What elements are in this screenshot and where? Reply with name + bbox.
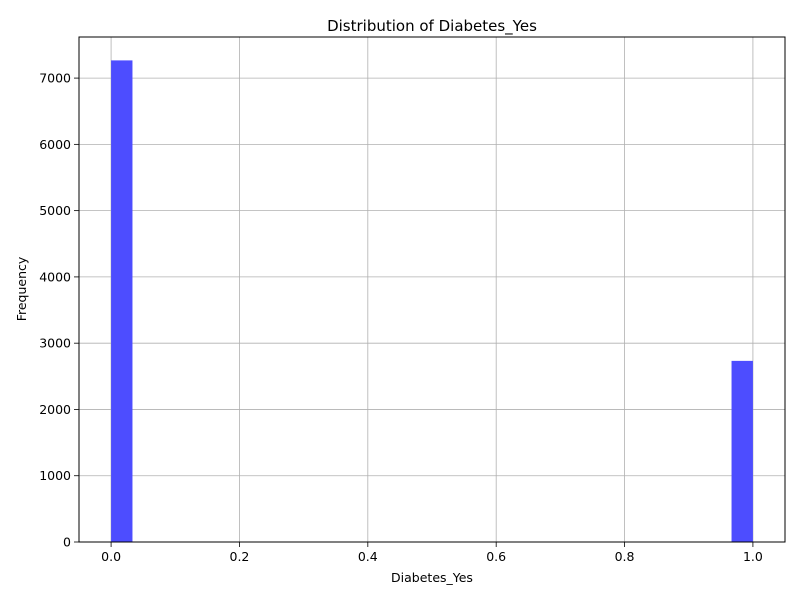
axes: [78, 36, 786, 543]
y-tick-label: 7000: [39, 71, 71, 86]
y-tick-label: 2000: [39, 402, 71, 417]
y-tick-label: 6000: [39, 137, 71, 152]
grid-lines: [79, 37, 785, 543]
x-tick-label: 0.0: [101, 549, 121, 564]
x-tick-label: 0.4: [358, 549, 378, 564]
histogram-bar: [731, 360, 753, 542]
y-tick-label: 4000: [39, 269, 71, 284]
chart-title: Distribution of Diabetes_Yes: [327, 17, 537, 36]
histogram-bar: [111, 60, 133, 543]
y-tick-label: 1000: [39, 468, 71, 483]
x-tick-label: 0.6: [486, 549, 506, 564]
y-tick-label: 3000: [39, 336, 71, 351]
x-tick-label: 1.0: [743, 549, 763, 564]
x-axis-label: Diabetes_Yes: [391, 570, 473, 585]
x-axis-ticks: 0.0 0.2 0.4 0.6 0.8 1.0: [101, 542, 763, 564]
y-tick-label: 5000: [39, 203, 71, 218]
y-axis-label: Frequency: [14, 256, 29, 321]
y-axis-ticks: 0 1000 2000 3000 4000 5000 6000 7000: [39, 71, 79, 550]
x-tick-label: 0.2: [230, 549, 250, 564]
plot-frame: [78, 36, 786, 543]
bars: [111, 60, 753, 543]
x-tick-label: 0.8: [615, 549, 635, 564]
y-tick-label: 0: [63, 535, 71, 550]
